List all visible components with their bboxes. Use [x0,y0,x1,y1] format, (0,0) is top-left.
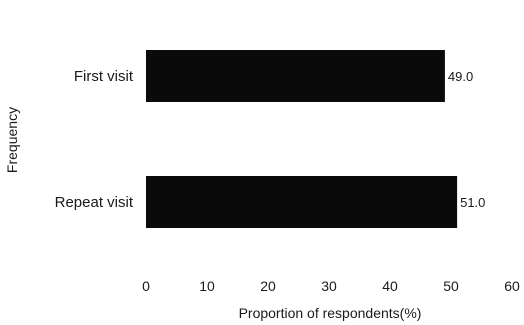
x-tick-label-10: 10 [199,278,215,294]
y-axis-title: Frequency [4,107,20,173]
bars-group: First visit 49.0 Repeat visit 51.0 [55,50,485,228]
x-tick-label-0: 0 [142,278,150,294]
x-axis-title: Proportion of respondents(%) [239,305,422,321]
category-label-first-visit: First visit [74,68,134,85]
x-tick-label-40: 40 [382,278,398,294]
bar-first-visit [146,50,445,102]
data-label-repeat-visit: 51.0 [460,195,485,210]
x-tick-label-30: 30 [321,278,337,294]
bar-repeat-visit [146,176,458,228]
data-label-first-visit: 49.0 [448,69,473,84]
x-tick-label-60: 60 [504,278,520,294]
x-tick-label-20: 20 [260,278,276,294]
category-label-repeat-visit: Repeat visit [55,194,134,211]
x-tick-label-50: 50 [443,278,459,294]
x-axis-ticks: 0 10 20 30 40 50 60 [142,278,520,294]
